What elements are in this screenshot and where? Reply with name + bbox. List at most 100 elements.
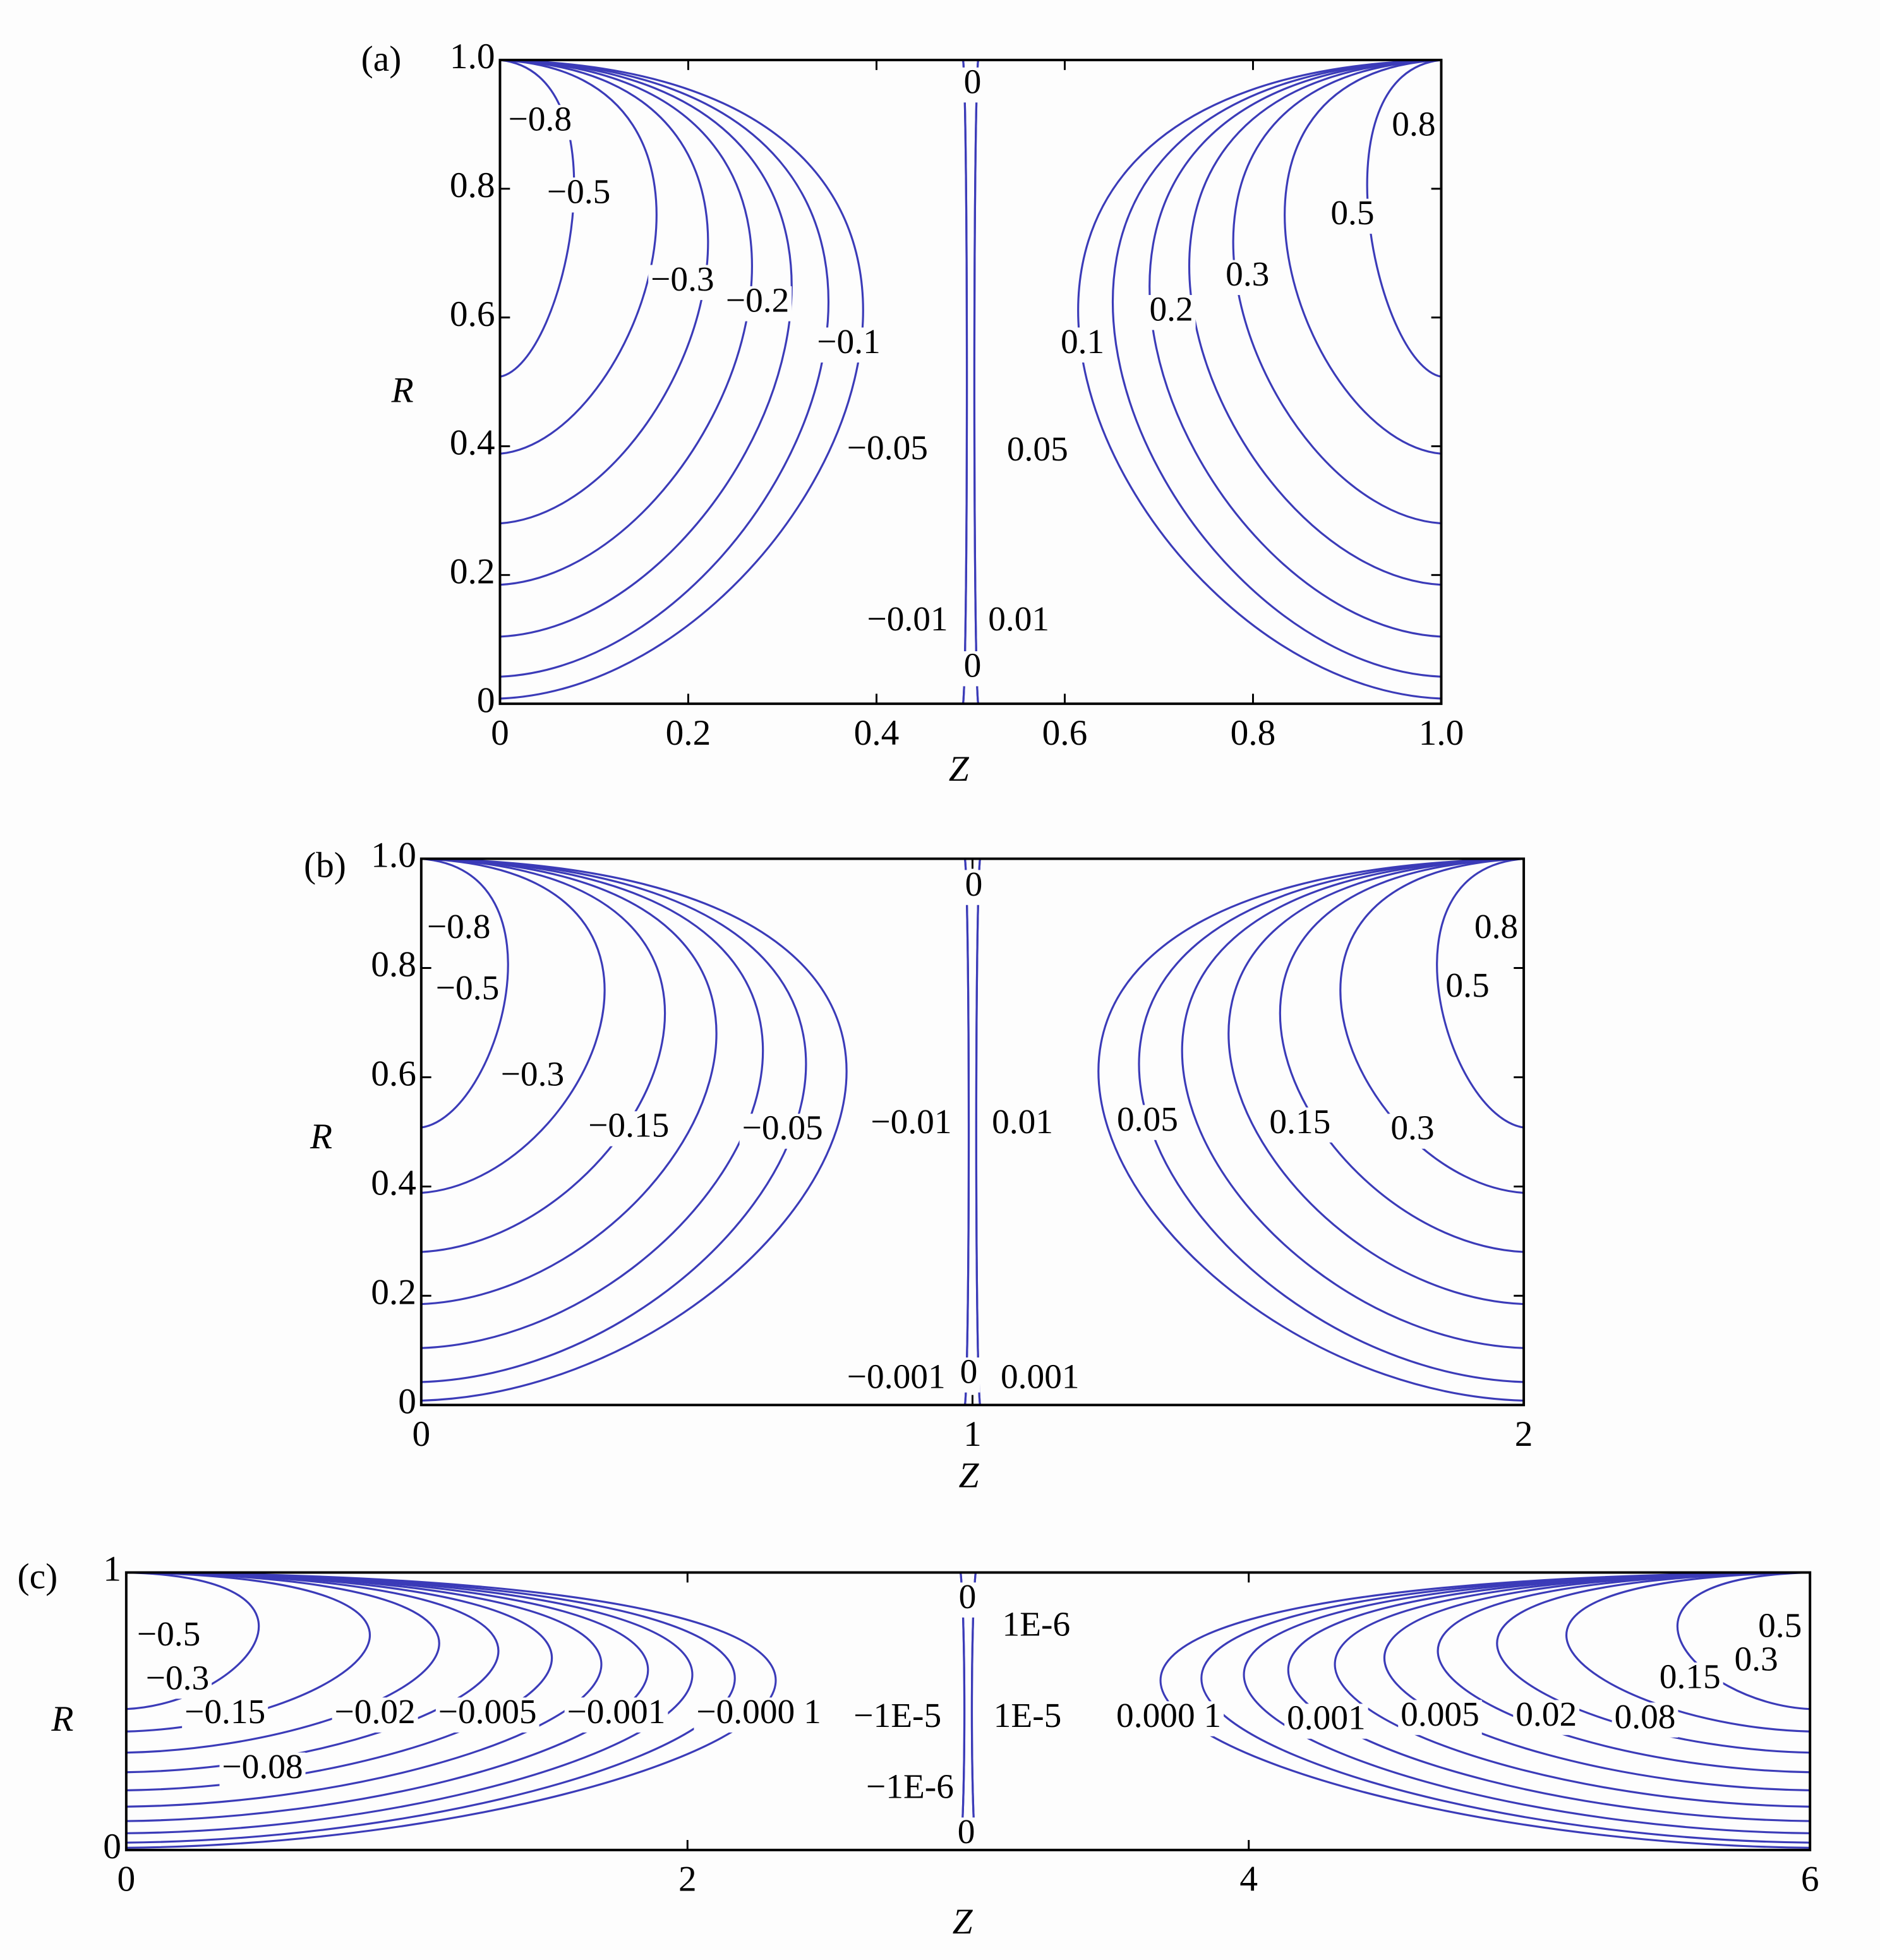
contour-line — [962, 59, 979, 704]
x-axis-title: Z — [959, 1455, 980, 1495]
panel-label: (a) — [361, 39, 402, 79]
y-axis-title: R — [391, 371, 414, 411]
contour-label-bg — [999, 1609, 1073, 1645]
contour-line — [500, 59, 575, 378]
contour-label: −0.05 — [742, 1109, 823, 1147]
contour-label: 0 — [960, 1352, 978, 1391]
x-axis-title: Z — [949, 749, 970, 789]
contour-line — [1565, 1571, 1811, 1733]
contour-label-bg — [989, 1107, 1056, 1143]
contour-label: 0.01 — [992, 1102, 1053, 1141]
contour-label-bg — [219, 1752, 306, 1788]
x-tick-label: 1.0 — [1419, 713, 1464, 753]
contour-label-bg — [739, 1114, 826, 1149]
x-tick-label: 0 — [491, 713, 509, 753]
contour-label: 1E-5 — [994, 1696, 1062, 1735]
contour-label-bg — [694, 1697, 824, 1733]
contour-label-bg — [1513, 1700, 1580, 1735]
contour-label: −0.5 — [547, 172, 610, 210]
contour-label-bg — [864, 1772, 956, 1808]
contour-label: −0.001 — [847, 1357, 946, 1395]
contour-label: 0.5 — [1445, 966, 1489, 1004]
contour-label: −0.15 — [184, 1692, 265, 1731]
contour-label-bg — [1147, 295, 1196, 330]
contour-label-bg — [985, 604, 1052, 640]
contour-line — [1339, 857, 1524, 1194]
contour-label-bg — [1732, 1645, 1781, 1680]
y-axis-title: R — [310, 1117, 332, 1157]
contour-label: 0.5 — [1758, 1606, 1802, 1644]
contour-label: −0.3 — [651, 260, 714, 298]
contour-line — [963, 858, 981, 1405]
contour-line — [1383, 1571, 1811, 1791]
contour-line — [1437, 1571, 1811, 1774]
contour-line — [421, 857, 606, 1194]
contour-label: −0.08 — [222, 1747, 303, 1786]
y-tick-label: 0.6 — [450, 294, 495, 334]
contour-line — [421, 857, 718, 1306]
x-tick-label: 0.2 — [666, 713, 711, 753]
contour-label-bg — [1267, 1107, 1334, 1143]
contour-label-bg — [961, 67, 984, 103]
contour-label: 0.001 — [1001, 1357, 1080, 1395]
contour-line — [1334, 1571, 1811, 1808]
contour-label: 0 — [959, 1577, 977, 1616]
contour-line — [500, 59, 753, 586]
contour-label-bg — [424, 912, 493, 948]
contour-line — [421, 857, 764, 1349]
contour-label-bg — [435, 1697, 539, 1733]
x-tick-label: 2 — [1515, 1414, 1533, 1454]
contour-label-bg — [1471, 912, 1521, 948]
contour-line — [1181, 857, 1524, 1349]
contour-label-bg — [814, 327, 883, 363]
y-tick-label: 0.4 — [450, 423, 495, 463]
contour-label-bg — [544, 177, 613, 213]
contour-line — [126, 1571, 440, 1754]
contour-label-bg — [955, 1817, 978, 1853]
y-tick-label: 1.0 — [450, 37, 495, 76]
contour-label-bg — [991, 1701, 1064, 1736]
y-tick-label: 0.8 — [371, 945, 416, 985]
contour-label-bg — [962, 870, 985, 905]
contour-label-bg — [1656, 1662, 1723, 1698]
contour-label: −0.005 — [438, 1692, 537, 1731]
y-axis-title: R — [51, 1699, 73, 1739]
y-tick-label: 0 — [398, 1382, 416, 1422]
contour-label: 0 — [965, 865, 983, 903]
contour-line — [1111, 59, 1442, 678]
contour-label: 1E-6 — [1003, 1604, 1071, 1643]
contour-label: 0.08 — [1615, 1697, 1676, 1736]
contour-label: −1E-5 — [853, 1696, 941, 1735]
contour-label: 0 — [964, 62, 982, 100]
plot-frame — [124, 1571, 1812, 1851]
contour-label: 0.3 — [1226, 255, 1269, 293]
contour-line — [1148, 59, 1442, 638]
x-tick-label: 0.8 — [1231, 713, 1276, 753]
contour-line — [500, 59, 864, 700]
contour-label-bg — [1612, 1702, 1678, 1738]
contour-label-bg — [844, 433, 931, 469]
contour-label-bg — [868, 1107, 955, 1143]
contour-label: 0.001 — [1287, 1698, 1366, 1737]
x-tick-label: 4 — [1239, 1859, 1258, 1899]
contour-label-bg — [1114, 1701, 1224, 1736]
contour-label-bg — [433, 973, 502, 1009]
x-tick-label: 2 — [678, 1859, 697, 1899]
contour-line — [421, 857, 848, 1402]
y-tick-label: 0 — [477, 680, 495, 720]
contour-label-bg — [1398, 1700, 1482, 1735]
contour-label-bg — [1223, 260, 1272, 296]
contour-label-bg — [723, 286, 792, 322]
contour-line — [1284, 59, 1442, 455]
contour-line — [500, 59, 829, 678]
contour-line — [126, 1571, 649, 1822]
contour-label-bg — [1443, 971, 1492, 1007]
contour-label: −0.2 — [726, 281, 789, 320]
contour-label: −0.15 — [588, 1106, 669, 1145]
contour-label: 0 — [958, 1812, 975, 1851]
contour-line — [1436, 857, 1524, 1129]
contour-label-bg — [648, 265, 717, 300]
contour-line — [126, 1571, 603, 1808]
contour-label: −1E-6 — [866, 1767, 954, 1806]
